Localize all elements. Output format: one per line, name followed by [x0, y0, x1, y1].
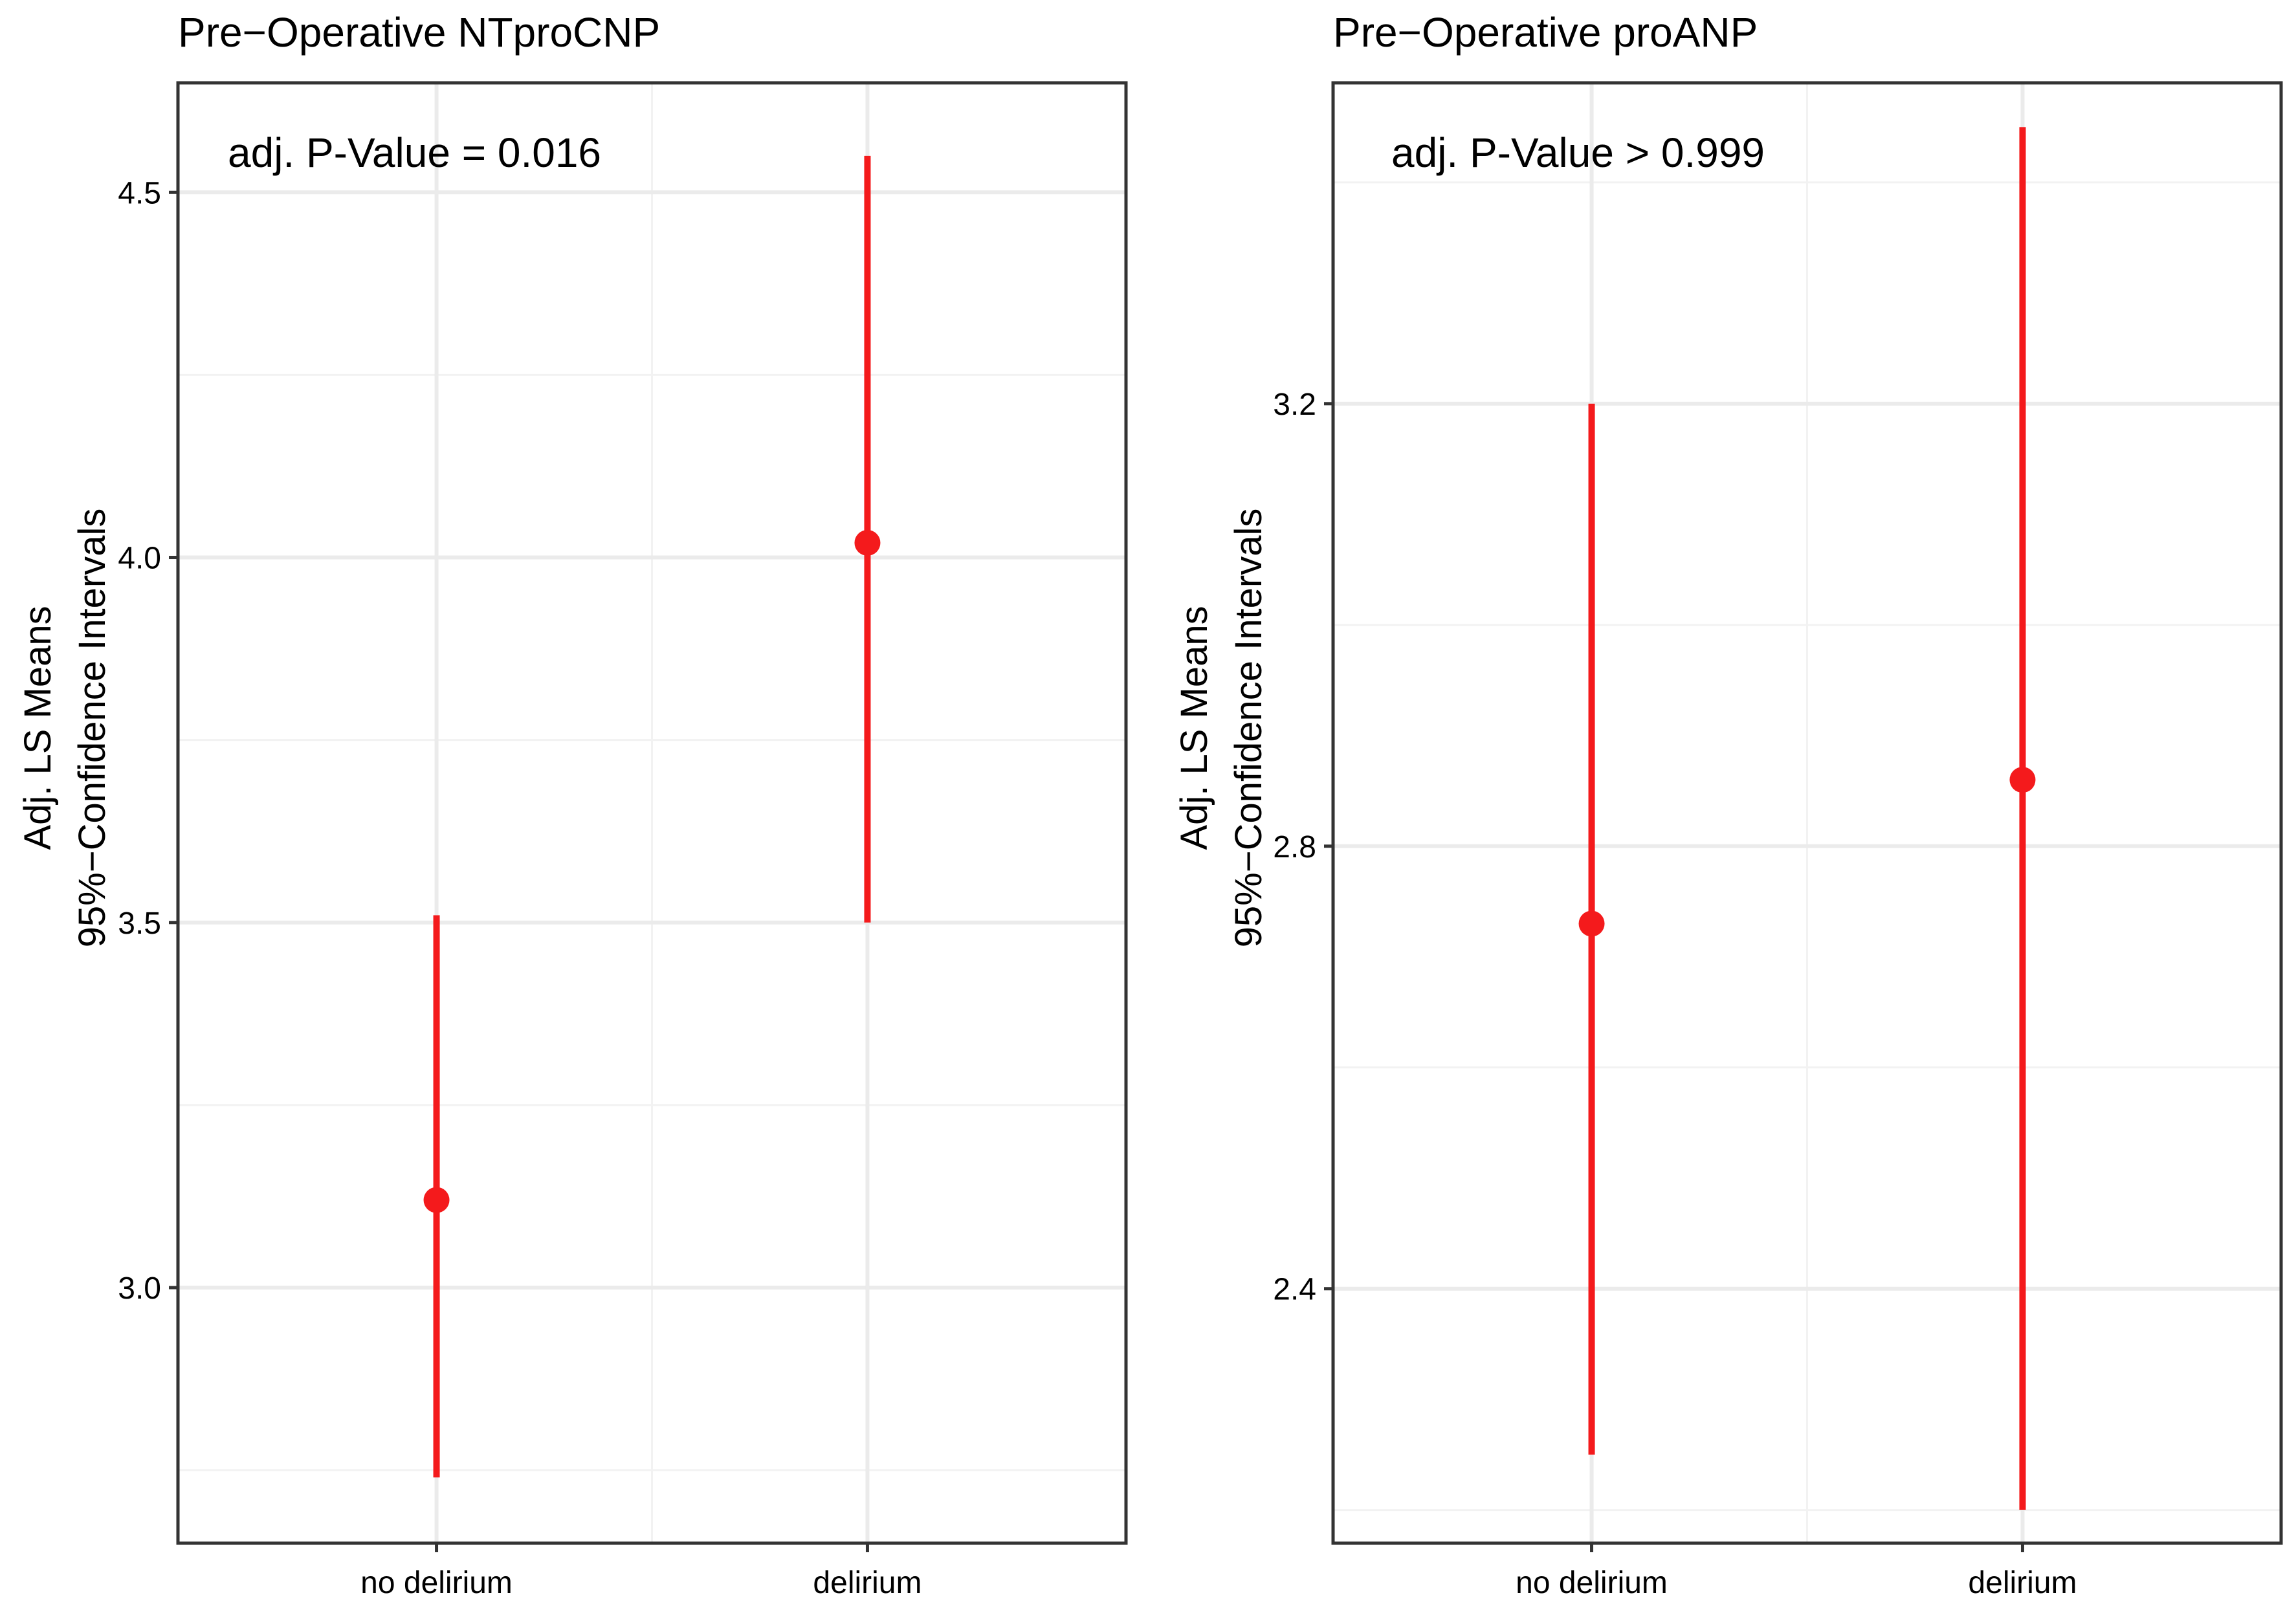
panel-border — [176, 81, 1128, 1545]
y-axis-label-line-1: Adj. LS Means — [17, 606, 59, 850]
panel-border — [1331, 81, 2283, 1545]
y-axis-label-line-1: Adj. LS Means — [1173, 606, 1215, 850]
x-tick-label: no delirium — [1516, 1566, 1668, 1600]
chart-panel-proanp: Pre−Operative proANP 2.4 2.8 3.2 no deliriu… — [1173, 9, 2283, 1600]
y-tick-label: 4.0 — [118, 542, 161, 576]
mean-point — [854, 529, 881, 556]
mean-point — [423, 1187, 450, 1213]
data-marks — [423, 155, 881, 1478]
p-value-annotation: adj. P-Value > 0.999 — [1391, 129, 1765, 176]
y-tick-label: 2.4 — [1273, 1273, 1316, 1307]
mean-point — [1578, 910, 1605, 937]
y-axis-label: Adj. LS Means 95%−Confidence Intervals — [1173, 509, 1270, 948]
x-tick-label: delirium — [1968, 1566, 2077, 1600]
p-value-annotation: adj. P-Value = 0.016 — [228, 129, 601, 176]
x-tick-label: no delirium — [360, 1566, 513, 1600]
mean-point — [2009, 767, 2036, 793]
y-tick-label: 3.0 — [118, 1271, 161, 1306]
chart-title: Pre−Operative proANP — [1333, 9, 1758, 56]
y-axis-label-line-2: 95%−Confidence Intervals — [1228, 509, 1270, 948]
x-tick-label: delirium — [813, 1566, 922, 1600]
chart-title: Pre−Operative NTproCNP — [178, 9, 660, 56]
y-tick-label: 4.5 — [118, 176, 161, 210]
y-axis-label-line-2: 95%−Confidence Intervals — [71, 509, 113, 948]
axes: 2.4 2.8 3.2 no delirium delirium — [1273, 388, 2077, 1600]
y-axis-label: Adj. LS Means 95%−Confidence Intervals — [17, 509, 113, 948]
axes: 3.0 3.5 4.0 4.5 no delirium delirium — [118, 176, 922, 1600]
y-tick-label: 3.5 — [118, 906, 161, 941]
data-marks — [1578, 127, 2036, 1510]
y-tick-label: 2.8 — [1273, 830, 1316, 864]
chart-panel-ntprocnp: Pre−Operative NTproCNP 3.0 3.5 4.0 4.5 no de… — [17, 9, 1128, 1600]
y-tick-label: 3.2 — [1273, 388, 1316, 422]
